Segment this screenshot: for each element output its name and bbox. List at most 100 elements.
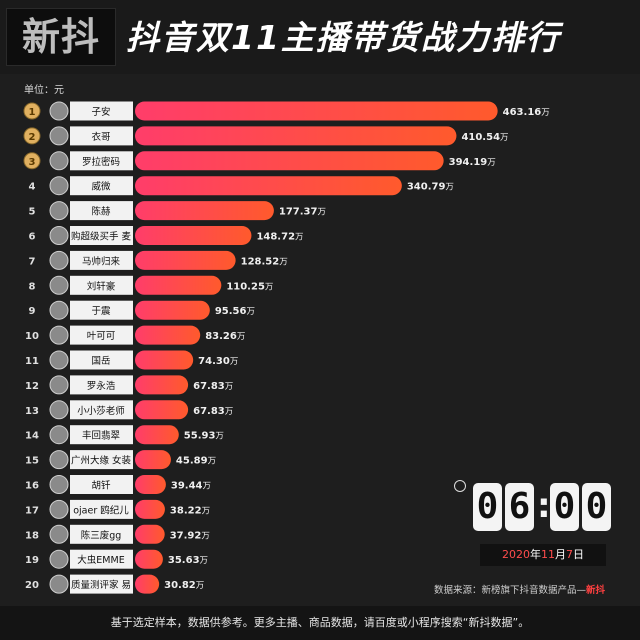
rank-label: 7	[29, 256, 36, 267]
avatar	[49, 201, 69, 221]
category-label: 胡钎	[91, 480, 111, 492]
bar	[135, 475, 166, 494]
name-plate	[70, 475, 133, 494]
data-source: 数据来源：新榜旗下抖音数据产品—新抖	[434, 582, 605, 596]
rank-label: 2	[29, 132, 36, 143]
value-label: 39.44万	[171, 481, 211, 492]
bar	[135, 151, 444, 171]
category-label: 小小莎老师	[77, 405, 125, 417]
bar	[135, 375, 189, 395]
category-label: 子安	[91, 106, 110, 118]
value-unit: 万	[225, 382, 234, 392]
name-plate	[70, 126, 133, 146]
cursor-icon	[454, 480, 466, 492]
value-label: 463.16万	[503, 107, 550, 118]
bar	[135, 574, 160, 594]
value-unit: 万	[265, 282, 274, 292]
bar	[135, 425, 179, 445]
date-day: 7	[566, 548, 573, 561]
header: 新抖 抖音双11主播带货战力排行	[0, 0, 640, 74]
data-source-text: 数据来源：新榜旗下抖音数据产品—	[434, 585, 587, 596]
value-unit: 万	[202, 506, 211, 516]
date-month: 11	[541, 548, 555, 561]
name-plate	[70, 350, 133, 370]
value-label: 35.63万	[168, 555, 208, 566]
value-unit: 万	[200, 556, 209, 566]
date-month-unit: 月	[555, 548, 566, 561]
value-unit: 万	[500, 133, 509, 143]
avatar	[49, 101, 69, 121]
rank-medal-icon	[23, 152, 41, 170]
rank-label: 9	[29, 306, 36, 317]
value-label: 55.93万	[184, 431, 224, 442]
timer-display: 0 6 : 0 0	[473, 483, 611, 531]
category-label: 广州大缘 女装	[71, 455, 132, 467]
category-label: 威微	[91, 181, 111, 193]
rank-label: 16	[25, 481, 39, 492]
name-plate	[70, 226, 133, 245]
value-unit: 万	[295, 233, 304, 243]
footer-note: 基于选定样本，数据供参考。更多主播、商品数据，请百度或小程序搜索“新抖数据”。	[0, 606, 640, 640]
category-label: 衣哥	[91, 131, 110, 143]
value-label: 45.89万	[176, 456, 216, 467]
name-plate	[70, 499, 133, 519]
bar	[135, 499, 165, 519]
value-unit: 万	[237, 332, 246, 342]
category-label: 质量测评家 易	[71, 579, 131, 591]
page-title: 抖音双11主播带货战力排行	[126, 18, 561, 57]
rank-label: 19	[25, 555, 39, 566]
bar	[135, 300, 210, 320]
timer-digit: 0	[582, 483, 611, 531]
value-unit: 万	[225, 407, 234, 417]
rank-label: 3	[29, 157, 36, 168]
rank-label: 5	[29, 207, 36, 218]
category-label: 丰回翡翠	[82, 430, 121, 442]
bar	[135, 524, 165, 544]
bar	[135, 549, 163, 569]
avatar	[49, 524, 69, 544]
date-year: 2020	[502, 548, 530, 561]
avatar	[49, 300, 69, 320]
name-plate	[70, 176, 133, 196]
date-year-unit: 年	[530, 548, 541, 561]
value-unit: 万	[230, 357, 239, 367]
date-display: 2020年11月7日	[480, 544, 606, 566]
avatar	[49, 375, 69, 395]
avatar	[49, 275, 69, 295]
rank-medal-icon	[23, 127, 41, 145]
date-day-unit: 日	[573, 548, 584, 561]
value-label: 74.30万	[198, 356, 238, 367]
name-plate	[70, 325, 133, 345]
bar	[135, 400, 189, 420]
value-label: 67.83万	[193, 381, 233, 392]
value-label: 394.19万	[449, 157, 496, 168]
rank-label: 6	[29, 232, 36, 243]
timer-colon: :	[537, 486, 551, 526]
value-unit: 万	[487, 158, 496, 168]
avatar	[49, 499, 69, 519]
bar	[135, 126, 457, 146]
avatar	[49, 250, 69, 270]
value-label: 67.83万	[193, 406, 233, 417]
avatar	[49, 450, 69, 470]
avatar	[49, 126, 69, 146]
category-label: 罗拉密码	[82, 156, 120, 168]
bar	[135, 350, 194, 370]
category-label: 于震	[91, 306, 111, 317]
bar	[135, 450, 171, 470]
rank-label: 14	[25, 431, 39, 442]
value-unit: 万	[196, 581, 205, 591]
bar	[135, 275, 222, 295]
bar	[135, 226, 252, 245]
value-unit: 万	[215, 432, 224, 442]
avatar	[49, 475, 69, 494]
category-label: ojaer 鸥纪儿	[73, 504, 129, 516]
rank-label: 15	[25, 456, 39, 467]
name-plate	[70, 151, 133, 171]
name-plate	[70, 275, 133, 295]
value-unit: 万	[279, 257, 288, 267]
value-label: 38.22万	[170, 505, 210, 516]
name-plate	[70, 375, 133, 395]
category-label: 叶可可	[87, 331, 116, 342]
category-label: 陈三废gg	[81, 529, 122, 541]
